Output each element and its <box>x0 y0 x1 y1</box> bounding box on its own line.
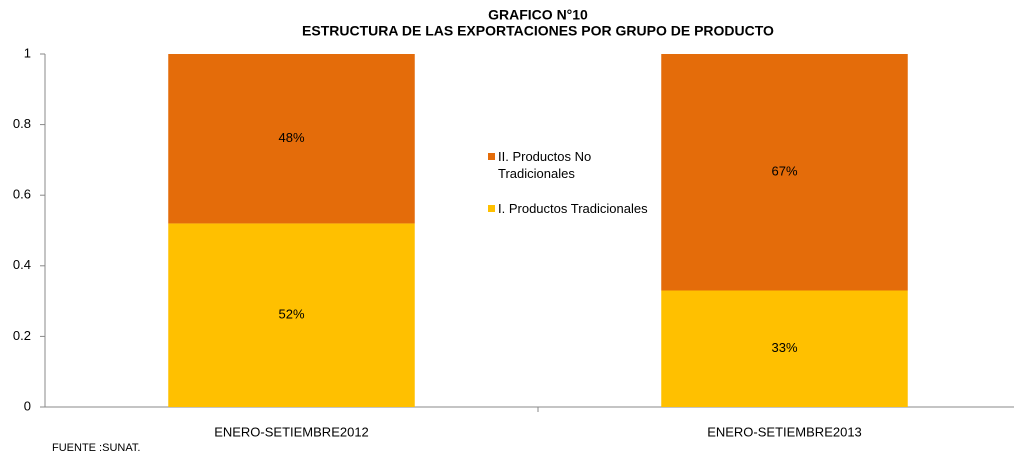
y-tick-label: 0.6 <box>13 187 31 202</box>
data-label: 52% <box>278 307 304 322</box>
y-tick-label: 0 <box>24 398 31 413</box>
bar-segment <box>661 290 908 407</box>
data-label: 67% <box>771 164 797 179</box>
source-note: FUENTE :SUNAT. <box>52 442 140 453</box>
data-label: 48% <box>278 130 304 145</box>
legend-swatch <box>488 205 495 212</box>
x-tick-label: ENERO-SETIEMBRE2012 <box>214 424 369 439</box>
legend-label: I. Productos Tradicionales <box>498 201 648 216</box>
data-label: 33% <box>771 340 797 355</box>
chart-subtitle: ESTRUCTURA DE LAS EXPORTACIONES POR GRUP… <box>302 23 774 39</box>
y-tick-label: 0.2 <box>13 328 31 343</box>
legend-label: II. Productos No Tradicionales <box>498 149 592 181</box>
chart-title: GRAFICO N°10 <box>488 7 588 23</box>
legend-item: I. Productos Tradicionales <box>488 200 648 217</box>
legend-item: II. Productos No Tradicionales <box>488 148 648 182</box>
bar-segment <box>168 223 415 407</box>
legend-swatch <box>488 153 495 160</box>
bar-segment <box>661 54 908 291</box>
bar-segment <box>168 54 415 224</box>
y-tick-label: 0.8 <box>13 116 31 131</box>
y-tick-label: 1 <box>24 45 31 60</box>
x-tick-label: ENERO-SETIEMBRE2013 <box>707 424 862 439</box>
y-tick-label: 0.4 <box>13 257 31 272</box>
legend: II. Productos No Tradicionales I. Product… <box>488 148 648 235</box>
